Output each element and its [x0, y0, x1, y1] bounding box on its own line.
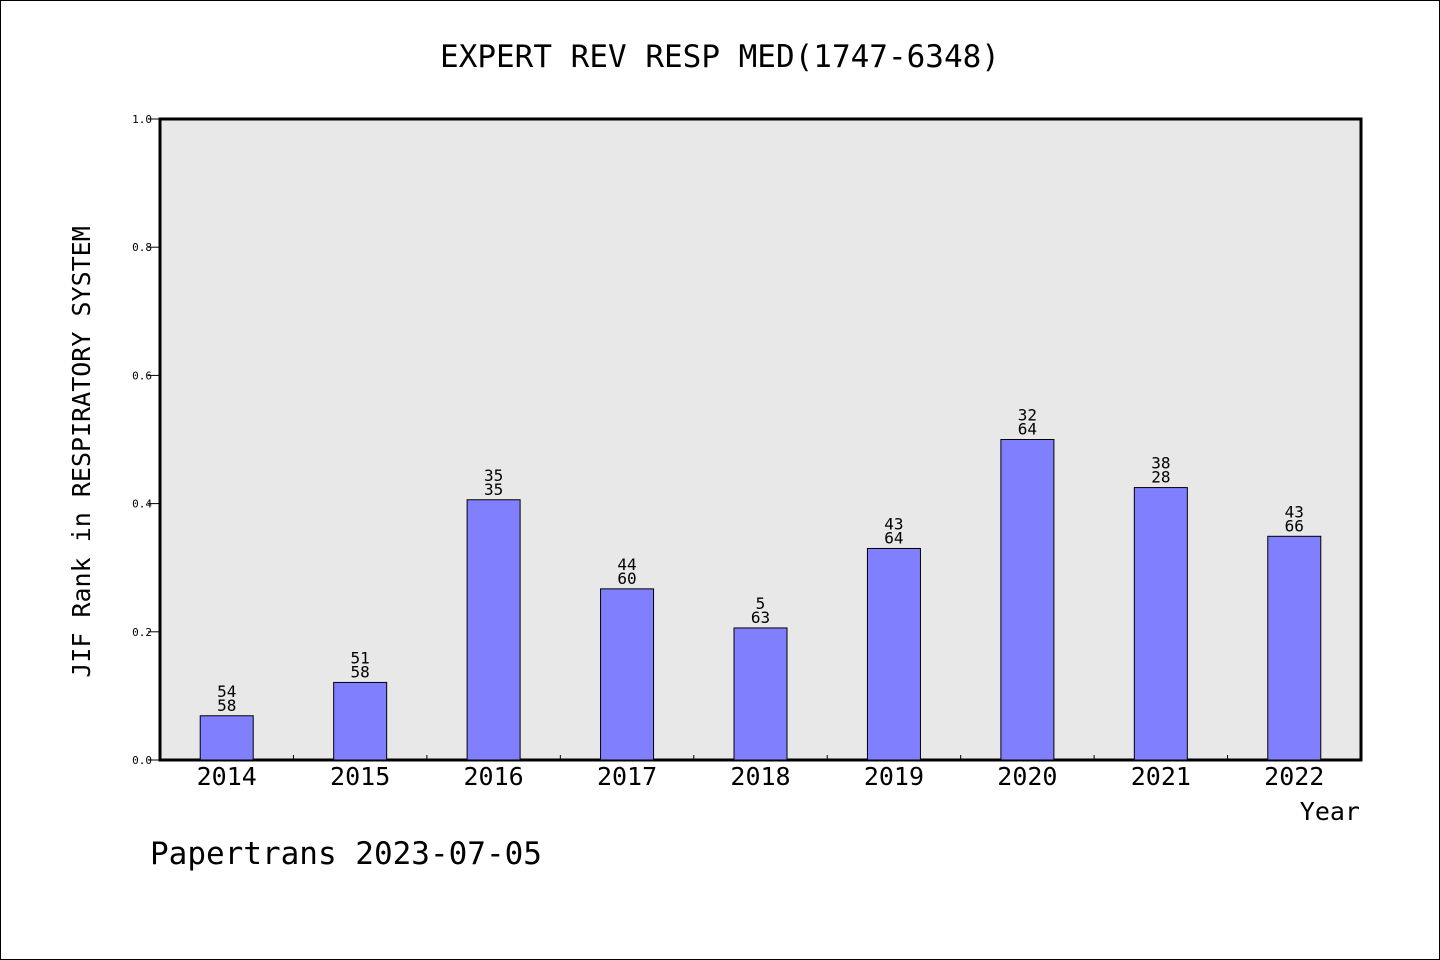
bar-label-top: 43: [884, 514, 903, 533]
bar-label-bottom: 63: [751, 608, 770, 627]
bar-label-bottom: 60: [617, 569, 636, 588]
bar-label-top: 32: [1018, 406, 1037, 425]
bar-2015: [333, 681, 388, 761]
x-tick-label: 2018: [730, 762, 790, 791]
x-tick-label: 2015: [330, 762, 390, 791]
x-axis-label: Year: [1300, 797, 1360, 826]
chart-title: EXPERT REV RESP MED(1747-6348): [440, 39, 1000, 75]
x-tick-label: 2017: [597, 762, 657, 791]
bar-label-bottom: 35: [484, 480, 503, 499]
x-axis: 2014 2015 2016 2017 2018 2019 2020 2021 2022: [197, 755, 1324, 791]
y-tick-label: 1.0: [132, 113, 152, 126]
footer-watermark: Papertrans 2023-07-05: [150, 836, 542, 872]
bar-label-top: 38: [1151, 454, 1170, 473]
y-tick-label: 0.6: [132, 369, 152, 382]
bar-2020: [1000, 439, 1055, 761]
bar-label-bottom: 58: [217, 696, 236, 715]
bar-2018: [733, 627, 788, 761]
y-tick-label: 0.0: [132, 754, 152, 767]
bar-label-top: 54: [217, 682, 236, 701]
x-tick-label: 2014: [197, 762, 257, 791]
bar-2016: [466, 499, 521, 761]
y-tick-label: 0.8: [132, 241, 152, 254]
bar-2021: [1133, 487, 1188, 761]
x-tick-label: 2016: [464, 762, 524, 791]
bar-series: [199, 439, 1322, 761]
y-axis-label: JIF Rank in RESPIRATORY SYSTEM: [67, 226, 96, 678]
x-tick-label: 2022: [1264, 762, 1324, 791]
bar-2022: [1267, 535, 1322, 761]
bar-label-bottom: 64: [1018, 420, 1037, 439]
bar-2019: [866, 547, 921, 761]
bar-label-bottom: 28: [1151, 468, 1170, 487]
bar-label-bottom: 66: [1285, 516, 1304, 535]
y-tick-label: 0.2: [132, 626, 152, 639]
bar-label-top: 43: [1285, 502, 1304, 521]
bar-2014: [199, 715, 254, 761]
bar-label-top: 51: [351, 648, 370, 667]
bar-label-top: 44: [617, 555, 636, 574]
y-axis: 0.0 0.2 0.4 0.6 0.8 1.0: [132, 113, 160, 767]
bar-label-bottom: 58: [351, 662, 370, 681]
x-tick-label: 2019: [864, 762, 924, 791]
bar-label-top: 35: [484, 466, 503, 485]
bar-label-top: 5: [756, 594, 766, 613]
bar-label-bottom: 64: [884, 528, 903, 547]
y-tick-label: 0.4: [132, 498, 152, 511]
bar-2017: [600, 588, 655, 761]
x-tick-label: 2021: [1131, 762, 1191, 791]
x-tick-label: 2020: [997, 762, 1057, 791]
